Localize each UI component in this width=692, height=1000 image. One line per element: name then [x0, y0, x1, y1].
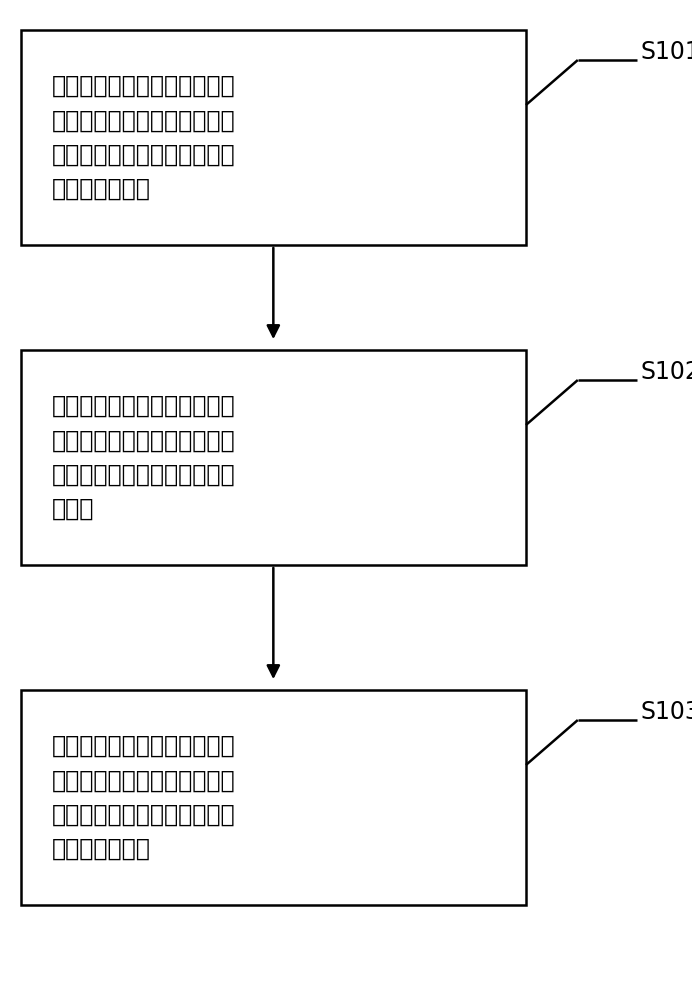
Text: S101: S101	[640, 40, 692, 64]
Bar	[21, 690, 526, 905]
Text: S103: S103	[640, 700, 692, 724]
Text: S102: S102	[640, 360, 692, 384]
Text: 获取所述水力平衡阀的阀门开
度，根据所述阀门参数曲线确
定与所述阀门开度相对应的流
量系数: 获取所述水力平衡阀的阀门开 度，根据所述阀门参数曲线确 定与所述阀门开度相对应的…	[52, 394, 235, 521]
Text: 获取所述水力平衡阀两端的压
强差，根据所述压强差和所述
流量系数计算流经所述水力平
衡阀的当前流量: 获取所述水力平衡阀两端的压 强差，根据所述压强差和所述 流量系数计算流经所述水力…	[52, 734, 235, 861]
Bar	[21, 30, 526, 245]
Bar	[21, 350, 526, 565]
Text: 确定待调试的水力平衡阀的产
品标识，从预先设置的数据库
中获取与所述产品标识相对应
的阀门参数曲线: 确定待调试的水力平衡阀的产 品标识，从预先设置的数据库 中获取与所述产品标识相对…	[52, 74, 235, 201]
